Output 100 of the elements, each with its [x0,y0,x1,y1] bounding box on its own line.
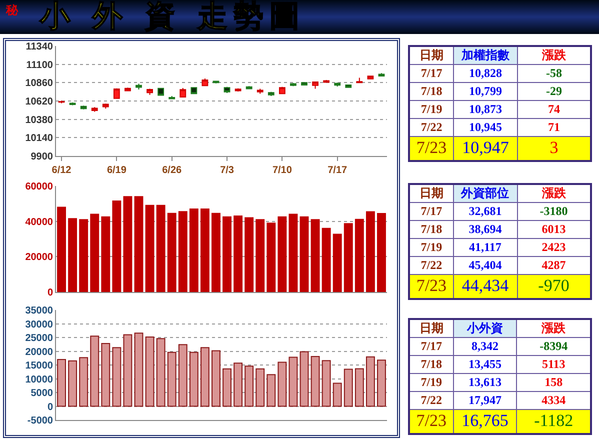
bar [212,350,220,407]
bar [266,374,276,407]
text: 7/17 [409,338,454,356]
text: 41,117 [453,238,518,256]
bar [278,216,287,292]
x-tick-label: 6/12 [52,165,72,176]
text: 秘 [6,2,18,19]
bar [322,360,331,407]
bar [200,208,210,292]
text: 7/23 [409,274,454,298]
text: 32,681 [453,202,518,220]
bar [310,356,320,407]
x-tick-label: 7/10 [272,165,292,176]
bar [178,211,188,292]
bar [288,356,298,407]
text: 6013 [517,220,591,238]
y-tick-label: 25000 [25,333,54,344]
text: 16,765 [453,410,517,434]
text: 2423 [517,238,591,256]
bar [101,343,110,407]
text: 71 [517,118,591,136]
bar [377,213,386,292]
bar [377,360,386,407]
text: 7/17 [409,202,454,220]
text: 7/18 [409,82,454,100]
y-tick-label: 35000 [25,306,54,316]
bar [234,362,243,407]
y-tick-label: 0 [47,288,54,298]
text: 10,945 [454,118,518,136]
text: 10,947 [454,136,518,160]
text: 7/19 [409,238,454,256]
bar [332,382,342,407]
bar [123,334,132,407]
text: 7/17 [409,64,454,82]
y-tick-label: 11100 [26,60,54,71]
candlestick [190,86,198,95]
bar [366,356,375,407]
bar [68,360,78,407]
bar [322,228,331,292]
text: 7/23 [409,410,454,434]
bar [344,368,353,407]
text: 加權指數 [454,46,518,64]
bar [310,219,320,292]
text: 10,873 [454,100,518,118]
text: 17,947 [453,392,517,410]
text: 3 [517,136,591,160]
text: 7/19 [409,100,454,118]
candlestick [367,75,374,80]
text: -970 [517,274,591,298]
text: 7/18 [409,356,454,374]
y-tick-label: 15000 [25,360,54,372]
y-tick-label: 9900 [30,152,54,162]
bar [222,368,232,407]
bar [244,217,254,292]
bar [112,200,122,292]
y-tick-label: 5000 [30,388,54,399]
y-tick-label: 0 [47,402,54,413]
bar [278,362,287,407]
text: 45,404 [453,256,518,274]
bar [300,351,309,407]
y-tick-label: 20000 [25,252,54,264]
bar [266,222,276,292]
text: 7/22 [409,392,454,410]
bar [90,214,100,292]
text: 7/18 [409,220,454,238]
candlestick [278,86,286,95]
x-tick-label: 7/17 [328,165,348,176]
candlestick [268,91,274,97]
y-tick-label: 11340 [26,42,54,52]
bar [134,332,144,407]
text: 158 [516,374,591,392]
bar [222,216,232,292]
bar [101,216,110,292]
bar [189,208,198,292]
bar [79,219,88,292]
bar [344,223,353,292]
x-tick-label: 6/26 [162,165,182,176]
candlestick [256,88,264,94]
text: 漲跌 [517,46,591,64]
bar [68,218,78,292]
text: 44,434 [453,274,518,298]
chart-title: 小 外 資 走勢圖 [40,0,306,34]
text: 13,455 [453,356,517,374]
bar [156,338,166,407]
text: 外資部位 [453,184,518,202]
text: 7/23 [409,136,454,160]
text: 10,828 [454,64,518,82]
x-tick-label: 6/19 [106,165,127,176]
bar [134,196,144,292]
text: 38,694 [453,220,518,238]
bar [300,216,309,292]
text: 5113 [516,356,591,374]
y-tick-label: 10000 [25,374,54,386]
bar [57,359,66,407]
y-tick-label: 20000 [25,346,54,358]
text: 4334 [516,392,591,410]
bar [244,366,254,407]
text: -3180 [517,202,591,220]
text: 7/19 [409,374,454,392]
y-tick-label: 30000 [25,319,54,330]
